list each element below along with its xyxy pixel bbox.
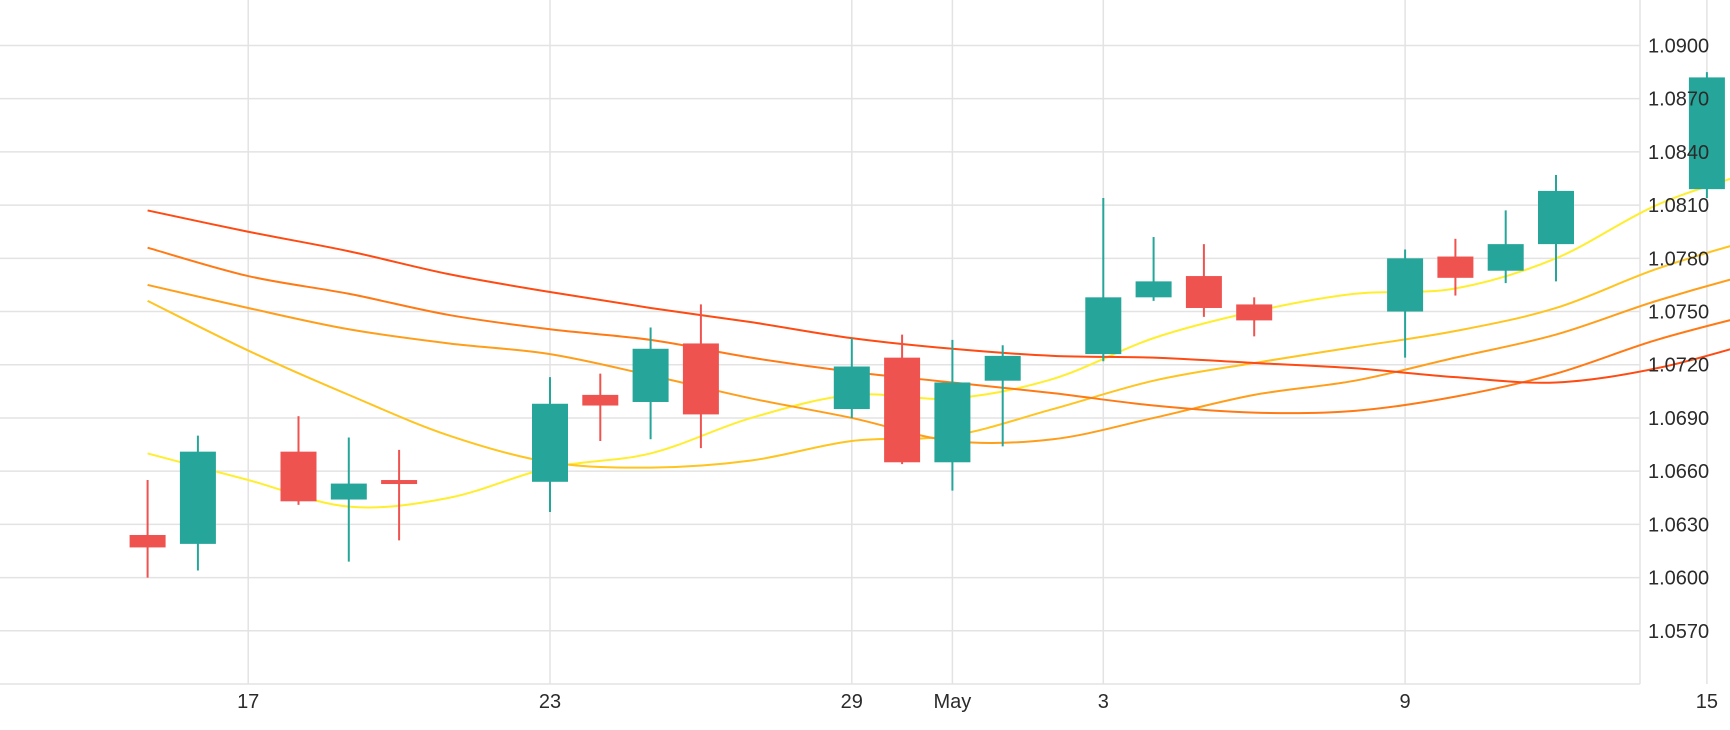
candle-body xyxy=(1387,258,1424,312)
moving-average-line xyxy=(147,245,1730,469)
x-tick-label: 3 xyxy=(1098,691,1109,713)
y-axis: 1.0570 1.0600 1.0630 1.0660 1.0690 1.0720 1.07… xyxy=(1648,35,1709,642)
candles xyxy=(129,72,1725,578)
grid xyxy=(0,0,1708,685)
candle-down xyxy=(1437,238,1474,296)
candle-body xyxy=(280,451,317,502)
candle-up xyxy=(1688,72,1725,199)
candle-body xyxy=(1185,276,1222,308)
candle-down xyxy=(129,480,166,578)
moving-average-line xyxy=(147,278,1730,445)
y-tick-label: 1.0840 xyxy=(1648,142,1709,164)
candle-body xyxy=(1135,281,1172,298)
y-tick-label: 1.0750 xyxy=(1648,302,1709,324)
y-tick-label: 1.0900 xyxy=(1648,35,1709,57)
candle-body xyxy=(1538,190,1574,245)
candle-body xyxy=(381,480,418,485)
x-tick-label: May xyxy=(934,691,972,713)
candle-down xyxy=(884,334,921,465)
x-tick-label: 15 xyxy=(1696,691,1718,713)
candle-body xyxy=(682,343,719,415)
moving-average-line xyxy=(147,246,1730,415)
y-tick-label: 1.0690 xyxy=(1648,408,1709,430)
candle-up xyxy=(1487,210,1524,284)
moving-average-line xyxy=(147,209,1730,384)
x-tick-label: 9 xyxy=(1400,691,1411,713)
candle-body xyxy=(1688,77,1725,190)
candle-body xyxy=(179,451,216,544)
candle-up xyxy=(532,377,568,512)
y-tick-label: 1.0780 xyxy=(1648,248,1709,270)
candle-body xyxy=(884,357,921,463)
candle-body xyxy=(1236,304,1273,321)
x-tick-label: 17 xyxy=(237,691,259,713)
candle-down xyxy=(1236,297,1273,337)
candle-up xyxy=(632,327,669,440)
candle-up xyxy=(179,435,216,571)
y-tick-label: 1.0570 xyxy=(1648,621,1709,643)
y-tick-label: 1.0660 xyxy=(1648,461,1709,483)
y-tick-label: 1.0600 xyxy=(1648,568,1709,590)
x-tick-label: 29 xyxy=(841,691,863,713)
candle-body xyxy=(632,348,669,402)
y-tick-label: 1.0810 xyxy=(1648,195,1709,217)
candle-up xyxy=(833,338,870,418)
candle-body xyxy=(1487,244,1524,271)
y-tick-label: 1.0630 xyxy=(1648,514,1709,536)
candle-down xyxy=(1185,244,1222,317)
candle-down xyxy=(381,449,418,541)
candle-up xyxy=(1538,174,1574,282)
candle-up xyxy=(1135,237,1172,301)
candle-up xyxy=(984,345,1021,447)
candle-down xyxy=(682,304,719,449)
candle-down xyxy=(582,373,619,442)
candle-body xyxy=(833,366,870,410)
candle-body xyxy=(330,483,367,500)
candle-body xyxy=(1437,256,1474,278)
candle-up xyxy=(330,437,367,562)
candle-body xyxy=(984,355,1021,381)
candle-body xyxy=(129,535,166,548)
candle-up xyxy=(1085,198,1122,362)
y-tick-label: 1.0720 xyxy=(1648,355,1709,377)
candle-body xyxy=(1085,297,1122,355)
x-tick-label: 23 xyxy=(539,691,561,713)
y-tick-label: 1.0870 xyxy=(1648,89,1709,111)
candle-down xyxy=(280,416,317,505)
moving-average-line xyxy=(147,177,1730,509)
candle-body xyxy=(532,403,568,482)
candle-up xyxy=(1387,249,1424,358)
candle-body xyxy=(582,394,619,406)
x-axis: 172329May39152126 xyxy=(237,691,1718,713)
candle-up xyxy=(934,339,971,491)
candle-body xyxy=(934,382,971,463)
moving-average-lines xyxy=(147,177,1730,509)
